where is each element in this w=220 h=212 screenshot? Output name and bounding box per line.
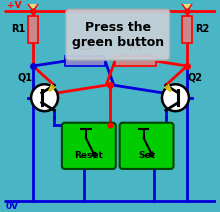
Circle shape bbox=[31, 84, 58, 111]
Bar bbox=[115, 56, 156, 66]
Text: R1: R1 bbox=[11, 24, 25, 34]
Bar bbox=[182, 16, 192, 43]
Text: R3: R3 bbox=[78, 42, 92, 53]
Polygon shape bbox=[26, 1, 40, 11]
Text: Q1: Q1 bbox=[18, 72, 33, 82]
Circle shape bbox=[162, 84, 189, 111]
Text: R2: R2 bbox=[195, 24, 209, 34]
Polygon shape bbox=[180, 1, 194, 11]
FancyBboxPatch shape bbox=[66, 9, 170, 60]
Text: Q2: Q2 bbox=[187, 72, 202, 82]
FancyBboxPatch shape bbox=[120, 123, 174, 169]
Text: R4: R4 bbox=[128, 42, 143, 53]
FancyBboxPatch shape bbox=[62, 123, 116, 169]
Bar bbox=[28, 16, 38, 43]
Text: 0V: 0V bbox=[6, 202, 19, 211]
Text: Set: Set bbox=[138, 151, 155, 160]
Text: Press the
green button: Press the green button bbox=[72, 21, 164, 49]
Bar bbox=[65, 56, 105, 66]
Text: Reset: Reset bbox=[74, 151, 103, 160]
Text: +V: +V bbox=[7, 1, 22, 10]
